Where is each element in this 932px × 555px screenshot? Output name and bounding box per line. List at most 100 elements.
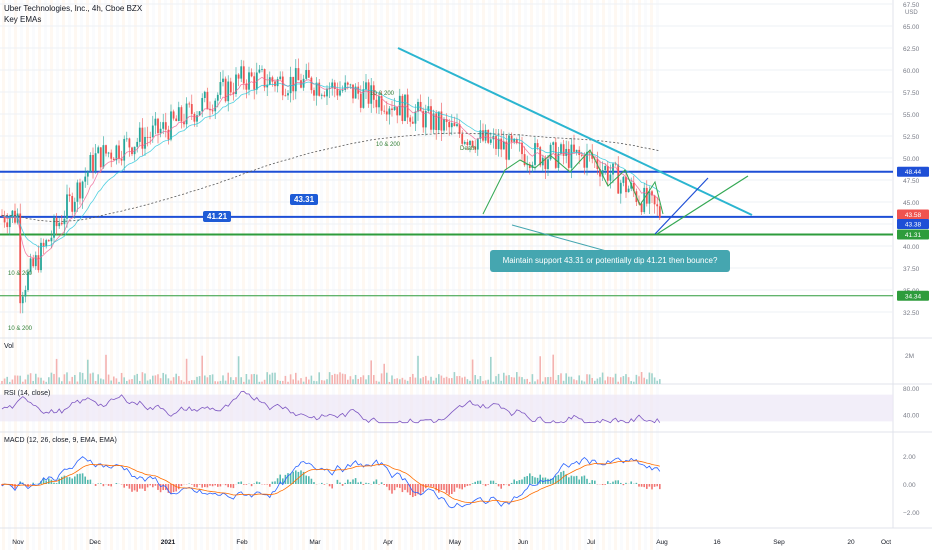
macd-hist-bar xyxy=(311,479,313,484)
macd-hist-bar xyxy=(100,483,102,484)
volume-bar xyxy=(623,376,625,384)
candle-body xyxy=(604,166,606,170)
volume-bar xyxy=(511,377,513,384)
macd-hist-bar xyxy=(625,483,627,484)
volume-bar xyxy=(308,380,310,384)
y-tick-label: 65.00 xyxy=(903,24,920,31)
candle-body xyxy=(162,122,164,129)
bg-strip xyxy=(578,0,581,550)
candle-body xyxy=(274,82,276,86)
candle-body xyxy=(188,104,190,105)
volume-bar xyxy=(285,376,287,384)
volume-bar xyxy=(441,376,443,384)
macd-hist-bar xyxy=(355,478,357,484)
volume-bar xyxy=(625,374,627,384)
bg-strip xyxy=(536,0,539,550)
volume-bar xyxy=(131,379,133,384)
bg-strip xyxy=(56,0,59,550)
candle-body xyxy=(443,119,445,130)
candle-body xyxy=(656,204,658,206)
macd-hist-bar xyxy=(451,484,453,494)
volume-bar xyxy=(368,375,370,384)
volume-bar xyxy=(116,378,118,384)
macd-hist-bar xyxy=(568,477,570,484)
candle-body xyxy=(339,90,341,95)
volume-bar xyxy=(365,379,367,384)
volume-bar xyxy=(173,377,175,384)
volume-bar xyxy=(204,376,206,384)
price-tag: 43.38 xyxy=(905,222,922,229)
bg-strip xyxy=(518,0,521,550)
macd-hist-bar xyxy=(136,484,138,492)
candle-body xyxy=(43,243,45,246)
y-tick-label: 37.50 xyxy=(903,266,920,273)
macd-hist-bar xyxy=(191,484,193,485)
volume-bar xyxy=(524,379,526,384)
candle-body xyxy=(261,69,263,70)
volume-bar xyxy=(558,375,560,384)
volume-bar xyxy=(409,377,411,384)
macd-hist-bar xyxy=(456,484,458,488)
volume-bar xyxy=(38,377,40,384)
macd-hist-bar xyxy=(641,484,643,487)
candle-body xyxy=(623,177,625,183)
macd-hist-bar xyxy=(212,484,214,486)
candle-body xyxy=(428,106,430,111)
candle-body xyxy=(347,83,349,85)
x-tick-label: Oct xyxy=(881,539,891,546)
volume-bar xyxy=(43,381,45,384)
macd-hist-bar xyxy=(313,482,315,484)
volume-bar xyxy=(617,382,619,384)
candle-body xyxy=(396,107,398,116)
ema-cross-label: Death xyxy=(460,146,476,152)
macd-hist-bar xyxy=(329,484,331,486)
volume-bar xyxy=(235,377,237,384)
volume-bar xyxy=(391,375,393,384)
volume-bar xyxy=(378,382,380,384)
candle-body xyxy=(227,82,229,102)
volume-bar xyxy=(610,377,612,384)
volume-bar xyxy=(170,381,172,384)
volume-bar xyxy=(134,375,136,384)
volume-bar xyxy=(651,373,653,384)
macd-hist-bar xyxy=(602,484,604,485)
macd-hist-bar xyxy=(404,484,406,490)
candle-body xyxy=(378,96,380,107)
volume-bar xyxy=(565,373,567,384)
indicator-label: Key EMAs xyxy=(4,15,41,24)
analysis-callout: Maintain support 43.31 or potentially di… xyxy=(490,250,730,272)
candle-body xyxy=(165,122,167,130)
macd-hist-bar xyxy=(472,483,474,484)
candle-body xyxy=(313,90,315,95)
macd-hist-bar xyxy=(126,484,128,486)
volume-bar xyxy=(71,377,73,384)
bg-strip xyxy=(182,0,185,550)
volume-bar xyxy=(168,378,170,384)
x-tick-label: May xyxy=(449,539,462,546)
volume-bar xyxy=(480,376,482,384)
volume-bar xyxy=(217,381,219,384)
volume-bar xyxy=(230,377,232,384)
bg-strip xyxy=(200,0,203,550)
volume-bar xyxy=(292,379,294,384)
candle-body xyxy=(139,128,141,142)
volume-bar xyxy=(633,382,635,384)
volume-bar xyxy=(196,377,198,384)
macd-hist-bar xyxy=(578,480,580,484)
volume-bar xyxy=(597,379,599,384)
macd-hist-bar xyxy=(498,484,500,486)
bg-strip xyxy=(86,0,89,550)
volume-bar xyxy=(225,381,227,384)
macd-hist-bar xyxy=(461,484,463,489)
volume-bar xyxy=(376,381,378,384)
volume-bar xyxy=(493,382,495,384)
volume-bar xyxy=(485,380,487,384)
macd-hist-bar xyxy=(287,473,289,484)
bg-strip xyxy=(608,0,611,550)
bg-strip xyxy=(356,0,359,550)
bg-strip xyxy=(176,0,179,550)
bg-strip xyxy=(416,0,419,550)
candle-body xyxy=(204,92,206,98)
volume-bar xyxy=(17,376,19,384)
macd-hist-bar xyxy=(256,482,258,484)
